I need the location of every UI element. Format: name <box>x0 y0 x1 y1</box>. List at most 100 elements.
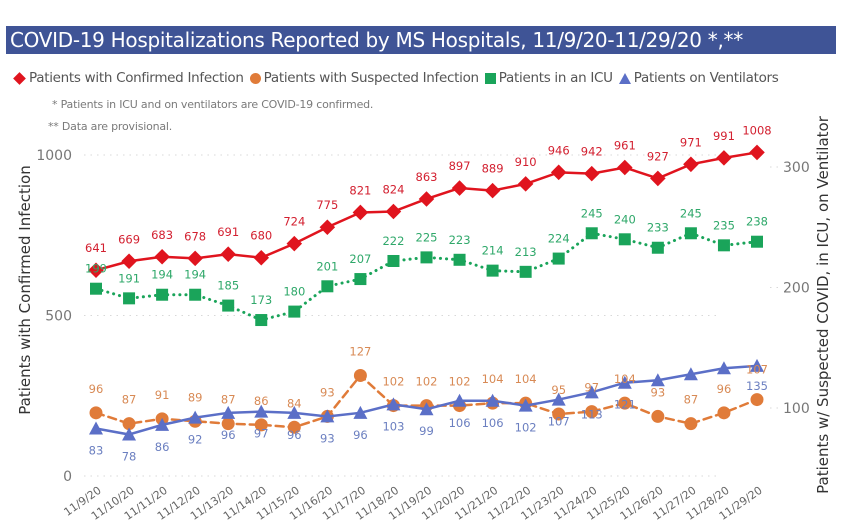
y-axis-left: 0 500 1000 <box>36 148 72 485</box>
data-label: 821 <box>349 183 371 197</box>
data-point-diamond[interactable] <box>650 170 666 187</box>
data-label: 245 <box>581 206 603 220</box>
data-label: 224 <box>548 232 570 246</box>
legend-item-suspected[interactable]: Patients with Suspected Infection <box>249 70 479 86</box>
data-point-circle[interactable] <box>122 417 136 431</box>
data-point-square[interactable] <box>552 252 565 265</box>
data-point-triangle[interactable] <box>617 375 632 389</box>
data-point-diamond[interactable] <box>550 164 567 181</box>
data-point-triangle[interactable] <box>716 361 731 375</box>
data-point-triangle[interactable] <box>485 393 500 407</box>
data-point-triangle[interactable] <box>584 385 599 399</box>
data-point-triangle[interactable] <box>320 409 335 423</box>
data-point-square[interactable] <box>717 239 730 252</box>
data-point-square[interactable] <box>585 227 598 240</box>
data-point-square[interactable] <box>255 314 268 327</box>
data-point-triangle[interactable] <box>452 393 467 407</box>
data-label: 910 <box>515 155 537 169</box>
data-point-diamond[interactable] <box>749 144 765 161</box>
data-point-square[interactable] <box>453 253 466 266</box>
data-label: 92 <box>188 433 203 447</box>
data-point-diamond[interactable] <box>484 182 501 199</box>
data-point-triangle[interactable] <box>122 427 137 441</box>
data-point-triangle[interactable] <box>386 397 401 411</box>
data-point-square[interactable] <box>123 292 136 305</box>
data-point-triangle[interactable] <box>518 398 533 412</box>
y-tick-label: 0 <box>63 469 72 485</box>
data-point-circle[interactable] <box>89 406 103 420</box>
data-point-triangle[interactable] <box>221 405 236 419</box>
data-point-square[interactable] <box>420 251 433 264</box>
series-layer <box>88 144 765 441</box>
data-point-square[interactable] <box>387 254 400 267</box>
data-label: 213 <box>515 245 537 259</box>
data-point-triangle[interactable] <box>188 410 203 424</box>
data-point-square[interactable] <box>156 288 169 301</box>
data-point-triangle[interactable] <box>419 402 434 416</box>
data-point-square[interactable] <box>189 288 202 301</box>
data-point-triangle[interactable] <box>750 358 764 372</box>
data-point-square[interactable] <box>618 233 631 246</box>
data-point-diamond[interactable] <box>451 180 468 196</box>
data-point-square[interactable] <box>684 227 697 240</box>
data-point-diamond[interactable] <box>418 191 435 207</box>
data-point-circle[interactable] <box>287 420 301 434</box>
data-point-diamond[interactable] <box>187 250 203 267</box>
data-point-triangle[interactable] <box>254 404 269 418</box>
data-point-diamond[interactable] <box>352 204 369 221</box>
legend-label: Patients with Confirmed Infection <box>29 70 244 86</box>
data-point-triangle[interactable] <box>287 405 302 419</box>
data-point-diamond[interactable] <box>517 176 534 192</box>
data-point-circle[interactable] <box>585 405 599 419</box>
data-point-diamond[interactable] <box>385 203 402 220</box>
data-point-diamond[interactable] <box>253 249 270 266</box>
data-label: 863 <box>416 170 438 184</box>
data-label: 199 <box>85 262 107 276</box>
legend-item-confirmed[interactable]: Patients with Confirmed Infection <box>12 70 244 86</box>
data-point-square[interactable] <box>90 282 102 295</box>
data-point-circle[interactable] <box>717 406 731 420</box>
data-point-square[interactable] <box>519 265 532 278</box>
data-point-circle[interactable] <box>651 409 665 423</box>
data-point-triangle[interactable] <box>683 367 698 381</box>
data-label: 121 <box>614 398 636 412</box>
chart-title: COVID-19 Hospitalizations Reported by MS… <box>6 26 836 54</box>
data-point-circle[interactable] <box>750 393 764 407</box>
data-label: 96 <box>353 428 368 442</box>
data-point-diamond[interactable] <box>319 219 336 236</box>
data-label: 99 <box>419 424 434 438</box>
data-point-circle[interactable] <box>684 417 698 431</box>
data-point-diamond[interactable] <box>683 156 699 173</box>
data-point-diamond[interactable] <box>154 248 170 265</box>
data-point-square[interactable] <box>354 273 367 286</box>
data-point-square[interactable] <box>222 299 235 312</box>
data-point-triangle[interactable] <box>89 421 103 435</box>
data-point-circle[interactable] <box>254 418 268 432</box>
data-point-diamond[interactable] <box>617 159 633 176</box>
data-point-square[interactable] <box>288 305 301 318</box>
data-point-square[interactable] <box>751 235 763 248</box>
data-point-square[interactable] <box>321 280 334 293</box>
data-point-triangle[interactable] <box>353 405 368 419</box>
data-point-square[interactable] <box>651 241 664 254</box>
data-point-circle[interactable] <box>552 407 566 421</box>
data-point-diamond[interactable] <box>220 246 236 262</box>
data-point-circle[interactable] <box>618 396 632 410</box>
data-label: 927 <box>647 149 669 163</box>
data-point-triangle[interactable] <box>155 417 170 431</box>
data-point-triangle[interactable] <box>650 373 665 387</box>
legend-item-icu[interactable]: Patients in an ICU <box>484 70 613 86</box>
data-label: 194 <box>151 268 173 282</box>
data-point-circle[interactable] <box>221 417 235 431</box>
data-point-circle[interactable] <box>353 368 367 382</box>
data-label: 113 <box>581 407 603 421</box>
data-point-diamond[interactable] <box>716 150 732 166</box>
data-point-square[interactable] <box>486 264 499 277</box>
data-point-diamond[interactable] <box>583 165 600 182</box>
y2-tick-label: 300 <box>783 160 810 176</box>
data-point-diamond[interactable] <box>286 235 303 252</box>
square-icon <box>484 72 496 84</box>
legend-item-ventilators[interactable]: Patients on Ventilators <box>618 70 779 86</box>
data-point-triangle[interactable] <box>551 392 566 406</box>
data-point-diamond[interactable] <box>121 253 137 270</box>
